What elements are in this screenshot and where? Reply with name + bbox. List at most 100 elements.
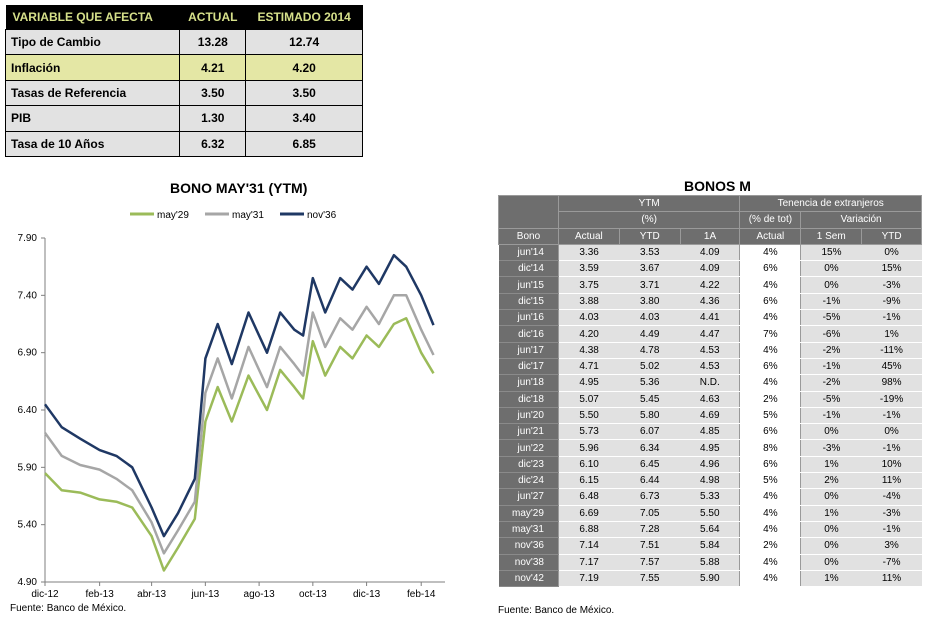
bonos-cell-ytm-actual: 5.07: [557, 390, 620, 408]
summary-estimado: 6.85: [245, 130, 363, 157]
bonos-cell-ytm-1a: 4.69: [680, 406, 740, 425]
bonos-cell-bono-name: may'31: [498, 520, 559, 539]
bonos-cell-variacion-1sem: -1%: [800, 357, 862, 376]
legend-label: nov'36: [307, 210, 337, 221]
bonos-cell-tenencia-actual: 4%: [739, 488, 802, 506]
bonos-cell-variacion-ytd: -7%: [861, 553, 922, 571]
bonos-table: YTM Tenencia de extranjeros (%) (% de to…: [498, 194, 922, 588]
bonos-row: nov'38 7.17 7.57 5.88 4% 0% -7%: [498, 553, 922, 571]
bonos-col-ytd: YTD: [618, 227, 681, 245]
x-tick-label: feb-14: [407, 589, 436, 600]
bonos-cell-tenencia-actual: 6%: [739, 260, 802, 278]
bonos-title: BONOS M: [684, 178, 751, 194]
bonos-cell-ytm-actual: 4.03: [557, 309, 620, 327]
bonos-cell-tenencia-actual: 6%: [739, 455, 802, 474]
bonos-cell-variacion-1sem: -5%: [800, 390, 862, 408]
bonos-cell-variacion-ytd: -9%: [861, 292, 922, 311]
bonos-cell-tenencia-actual: 2%: [739, 390, 802, 408]
bonos-cell-variacion-1sem: -5%: [800, 309, 862, 327]
bonos-cell-bono-name: dic'24: [498, 472, 559, 490]
bonos-cell-variacion-1sem: 1%: [800, 455, 862, 474]
bonos-cell-ytm-ytd: 6.45: [619, 455, 681, 474]
bonos-cell-tenencia-actual: 5%: [739, 406, 802, 425]
bonos-cell-ytm-1a: 5.64: [680, 520, 740, 539]
bonos-row: nov'42 7.19 7.55 5.90 4% 1% 11%: [498, 569, 922, 588]
bonos-header-ytm: YTM: [557, 194, 741, 213]
bonos-cell-ytm-1a: 4.41: [680, 309, 740, 327]
summary-estimado: 12.74: [245, 28, 363, 56]
bonos-col-1sem: 1 Sem: [800, 227, 863, 245]
summary-actual: 13.28: [179, 28, 247, 56]
bonos-cell-bono-name: nov'38: [498, 553, 559, 571]
bonos-row: dic'15 3.88 3.80 4.36 6% -1% -9%: [498, 292, 922, 311]
bonos-cell-ytm-actual: 3.36: [557, 243, 620, 262]
bonos-cell-variacion-ytd: -1%: [861, 439, 922, 457]
bonos-cell-bono-name: dic'18: [498, 390, 559, 408]
bonos-cell-ytm-ytd: 3.71: [619, 276, 681, 294]
bonos-cell-tenencia-actual: 8%: [739, 439, 802, 457]
bonos-row: jun'22 5.96 6.34 4.95 8% -3% -1%: [498, 439, 922, 457]
bonos-cell-tenencia-actual: 4%: [739, 520, 802, 539]
summary-row: Tasas de Referencia 3.50 3.50: [4, 79, 363, 107]
bonos-cell-bono-name: jun'15: [498, 276, 559, 294]
bonos-source: Fuente: Banco de México.: [498, 605, 615, 616]
summary-estimado: 4.20: [245, 54, 363, 81]
bonos-cell-ytm-actual: 7.14: [557, 537, 620, 555]
bonos-cell-ytm-actual: 3.88: [557, 292, 620, 311]
bonos-cell-ytm-1a: 4.36: [680, 292, 740, 311]
bonos-cell-tenencia-actual: 6%: [739, 423, 802, 441]
bonos-cell-ytm-ytd: 5.45: [619, 390, 681, 408]
bonos-cell-ytm-1a: 4.53: [680, 357, 740, 376]
bonos-row: jun'17 4.38 4.78 4.53 4% -2% -11%: [498, 341, 922, 359]
bonos-cell-variacion-1sem: 0%: [800, 553, 862, 571]
bonos-header-tenencia: Tenencia de extranjeros: [739, 194, 922, 213]
bonos-cell-bono-name: jun'18: [498, 374, 559, 392]
summary-actual: 1.30: [179, 105, 247, 132]
summary-variable: Inflación: [4, 54, 181, 81]
bonos-cell-ytm-actual: 6.15: [557, 472, 620, 490]
bonos-cell-ytm-ytd: 7.57: [619, 553, 681, 571]
bonos-cell-bono-name: jun'16: [498, 309, 559, 327]
summary-estimado: 3.40: [245, 105, 363, 132]
bonos-header-row-1: YTM Tenencia de extranjeros: [498, 194, 922, 229]
x-tick-label: abr-13: [137, 589, 166, 600]
bonos-row: dic'16 4.20 4.49 4.47 7% -6% 1%: [498, 325, 922, 343]
y-tick-label: 4.90: [18, 577, 38, 588]
bonos-cell-ytm-actual: 3.59: [557, 260, 620, 278]
bonos-cell-ytm-actual: 5.96: [557, 439, 620, 457]
bonos-col-bono: Bono: [498, 227, 559, 245]
summary-actual: 6.32: [179, 130, 247, 157]
legend-label: may'31: [232, 210, 264, 221]
bonos-cell-bono-name: jun'14: [498, 243, 559, 262]
y-tick-label: 5.90: [18, 462, 38, 473]
bonos-cell-ytm-ytd: 5.80: [619, 406, 681, 425]
bonos-cell-variacion-1sem: 1%: [800, 569, 862, 588]
bonos-cell-tenencia-actual: 4%: [739, 276, 802, 294]
bonos-cell-ytm-ytd: 6.34: [619, 439, 681, 457]
bonos-cell-variacion-1sem: -1%: [800, 292, 862, 311]
bonos-cell-variacion-1sem: -1%: [800, 406, 862, 425]
summary-row: Tipo de Cambio 13.28 12.74: [4, 28, 363, 56]
series-line-nov36: [43, 253, 435, 538]
bonos-cell-variacion-ytd: 3%: [861, 537, 922, 555]
bonos-col-1a: 1A: [679, 227, 741, 245]
bonos-header-pct: (%): [557, 211, 741, 229]
bonos-row: jun'18 4.95 5.36 N.D. 4% -2% 98%: [498, 374, 922, 392]
bonos-cell-ytm-1a: 4.09: [680, 243, 740, 262]
bonos-cell-variacion-ytd: -1%: [861, 520, 922, 539]
bonos-cell-ytm-actual: 7.17: [557, 553, 620, 571]
bonos-table-body: jun'14 3.36 3.53 4.09 4% 15% 0% dic'14 3.59 3.67 4…: [498, 243, 922, 588]
bonos-cell-bono-name: dic'17: [498, 357, 559, 376]
summary-variable: PIB: [4, 105, 181, 132]
summary-variable: Tasa de 10 Años: [4, 130, 181, 157]
bonos-cell-ytm-ytd: 7.51: [619, 537, 681, 555]
summary-actual: 3.50: [179, 79, 247, 107]
bonos-cell-ytm-1a: 4.98: [680, 472, 740, 490]
bonos-row: dic'18 5.07 5.45 4.63 2% -5% -19%: [498, 390, 922, 408]
summary-header-row: VARIABLE QUE AFECTA ACTUAL ESTIMADO 2014: [5, 5, 363, 30]
bonos-cell-bono-name: jun'21: [498, 423, 559, 441]
bonos-cell-tenencia-actual: 4%: [739, 341, 802, 359]
bonos-cell-ytm-ytd: 3.53: [619, 243, 681, 262]
bonos-cell-variacion-1sem: 0%: [800, 276, 862, 294]
y-tick-label: 7.90: [18, 233, 38, 244]
